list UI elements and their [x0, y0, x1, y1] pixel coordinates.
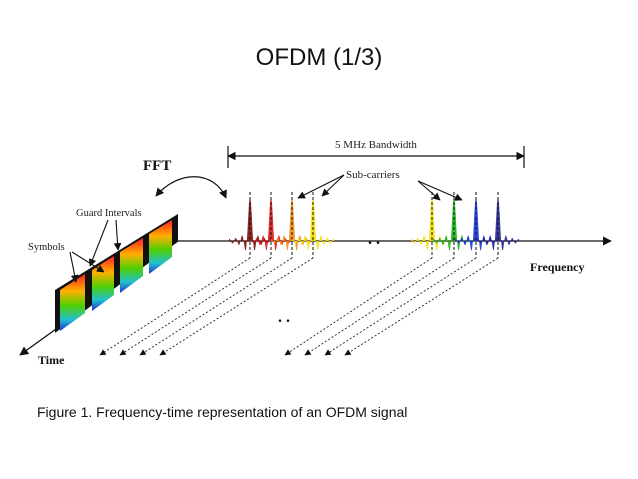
- fft-arrow: [155, 176, 227, 199]
- symbols-label: Symbols: [28, 242, 65, 253]
- guard-intervals-label: Guard Intervals: [76, 208, 142, 219]
- time-projection-line: [324, 257, 477, 356]
- subcarrier-group-left: [229, 192, 334, 258]
- time-projection-line: [159, 257, 314, 356]
- time-projection-line: [119, 257, 272, 356]
- guard-interval-pointers: [88, 219, 122, 267]
- symbol-block: [92, 256, 114, 311]
- subcarriers-label: Sub-carriers: [346, 169, 400, 181]
- time-axis-label: Time: [38, 353, 65, 367]
- figure-caption: Figure 1. Frequency-time representation …: [37, 404, 408, 420]
- symbol-block: [149, 220, 172, 274]
- time-projection-line: [284, 257, 433, 356]
- time-projection-line: [344, 257, 499, 356]
- bandwidth-bracket: [227, 146, 525, 168]
- time-projection-line: [304, 257, 455, 356]
- fft-label: FFT: [143, 158, 171, 174]
- subcarrier-pointers: [297, 174, 463, 201]
- symbols-pointers: [69, 251, 105, 283]
- frequency-ellipsis: . .: [368, 231, 380, 248]
- symbol-block: [120, 238, 143, 293]
- time-projections: [99, 257, 499, 356]
- symbol-block: [60, 274, 85, 331]
- frequency-axis-label: Frequency: [530, 260, 584, 274]
- time-projection-line: [139, 257, 293, 356]
- subcarrier-group-right: [411, 192, 519, 258]
- time-projection-line: [99, 257, 251, 356]
- bandwidth-label: 5 MHz Bandwidth: [335, 139, 417, 151]
- slide-title: OFDM (1/3): [255, 44, 383, 71]
- time-ellipsis: . .: [278, 309, 290, 326]
